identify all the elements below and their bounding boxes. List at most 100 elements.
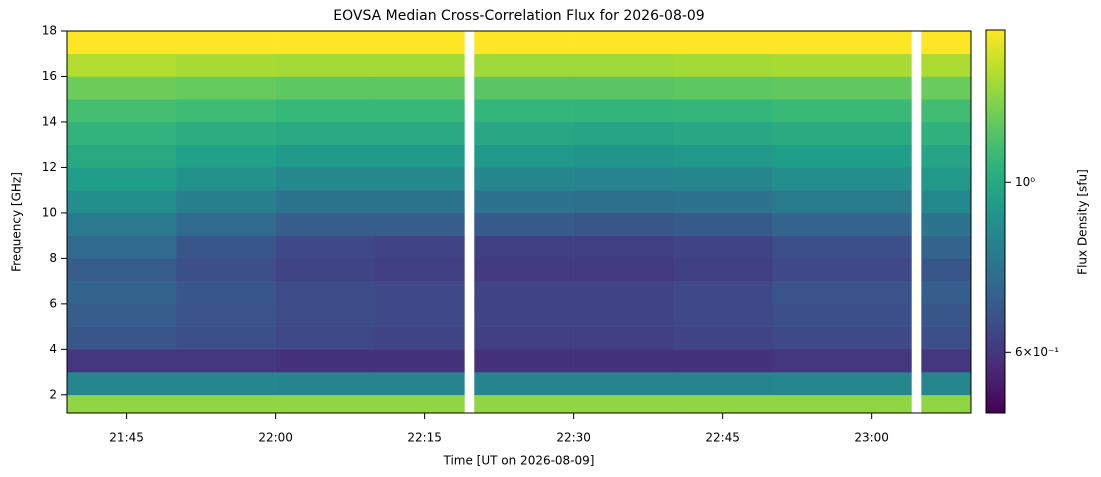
heatmap-cell	[474, 121, 574, 145]
heatmap-cell	[921, 235, 972, 259]
heatmap-cell	[672, 190, 773, 214]
heatmap-cell	[474, 258, 574, 282]
heatmap-cell	[772, 53, 912, 77]
heatmap-cell	[772, 99, 912, 123]
heatmap-cell	[573, 258, 674, 282]
heatmap-cell	[921, 258, 972, 282]
heatmap-cell	[573, 372, 674, 396]
heatmap-cell	[374, 303, 465, 327]
heatmap-cell	[67, 349, 177, 373]
heatmap-cell	[67, 190, 177, 214]
heatmap-cell	[921, 99, 972, 123]
heatmap-cell	[67, 326, 177, 350]
heatmap-cell	[374, 31, 465, 55]
heatmap-cell	[176, 281, 276, 305]
heatmap-cell	[176, 212, 276, 236]
heatmap-cell	[672, 372, 773, 396]
heatmap-cell	[573, 303, 674, 327]
heatmap-cell	[67, 212, 177, 236]
heatmap-cell	[772, 281, 912, 305]
heatmap-cell	[374, 235, 465, 259]
heatmap-cell	[672, 303, 773, 327]
heatmap-cell	[67, 258, 177, 282]
y-tick-label: 16	[42, 69, 57, 83]
heatmap-cell	[921, 349, 972, 373]
heatmap-cell	[672, 281, 773, 305]
heatmap-cell	[474, 167, 574, 191]
heatmap-cell	[772, 235, 912, 259]
heatmap-cell	[672, 53, 773, 77]
heatmap-cell	[275, 31, 376, 55]
heatmap-cell	[67, 281, 177, 305]
heatmap-cell	[474, 394, 574, 414]
heatmap-cell	[921, 190, 972, 214]
heatmap-cell	[67, 53, 177, 77]
heatmap-cell	[772, 394, 912, 414]
heatmap-cell	[374, 372, 465, 396]
heatmap-cell	[474, 76, 574, 100]
heatmap-cell	[374, 121, 465, 145]
heatmap-cell	[374, 99, 465, 123]
heatmap-cell	[573, 53, 674, 77]
heatmap-cell	[474, 212, 574, 236]
heatmap-cell	[772, 167, 912, 191]
heatmap-cell	[474, 53, 574, 77]
heatmap-cell	[176, 303, 276, 327]
heatmap-cell	[772, 258, 912, 282]
heatmap-cell	[176, 167, 276, 191]
heatmap-cell	[474, 190, 574, 214]
heatmap-cell	[275, 258, 376, 282]
heatmap-cell	[275, 349, 376, 373]
heatmap-cell	[374, 349, 465, 373]
heatmap-cell	[474, 144, 574, 168]
heatmap-cell	[67, 76, 177, 100]
heatmap-cell	[921, 144, 972, 168]
heatmap-cell	[275, 235, 376, 259]
heatmap-cell	[573, 121, 674, 145]
heatmap-cell	[672, 121, 773, 145]
y-axis-label: Frequency [GHz]	[10, 172, 24, 272]
heatmap-cell	[275, 372, 376, 396]
heatmap-cell	[573, 394, 674, 414]
heatmap-cell	[672, 99, 773, 123]
heatmap-cell	[374, 281, 465, 305]
heatmap-cell	[176, 372, 276, 396]
heatmap-cell	[772, 372, 912, 396]
heatmap-cell	[176, 349, 276, 373]
heatmap-cell	[772, 190, 912, 214]
heatmap	[67, 31, 972, 414]
heatmap-cell	[374, 167, 465, 191]
heatmap-cell	[772, 349, 912, 373]
heatmap-cell	[772, 31, 912, 55]
y-tick-label: 4	[49, 342, 57, 356]
heatmap-cell	[672, 258, 773, 282]
heatmap-cell	[474, 349, 574, 373]
heatmap-cell	[772, 121, 912, 145]
x-tick-label: 22:30	[556, 431, 591, 445]
heatmap-cell	[374, 394, 465, 414]
heatmap-cell	[374, 212, 465, 236]
heatmap-cell	[921, 76, 972, 100]
heatmap-cell	[672, 349, 773, 373]
heatmap-cell	[772, 303, 912, 327]
heatmap-cell	[672, 235, 773, 259]
heatmap-cell	[374, 76, 465, 100]
heatmap-cell	[921, 281, 972, 305]
heatmap-cell	[275, 99, 376, 123]
heatmap-cell	[772, 326, 912, 350]
y-tick-label: 12	[42, 160, 57, 174]
y-tick-label: 2	[49, 387, 57, 401]
heatmap-cell	[176, 31, 276, 55]
heatmap-cell	[275, 53, 376, 77]
heatmap-cell	[672, 76, 773, 100]
y-tick-label: 14	[42, 114, 57, 128]
heatmap-cell	[67, 394, 177, 414]
heatmap-cell	[374, 326, 465, 350]
heatmap-cell	[672, 167, 773, 191]
heatmap-cell	[921, 394, 972, 414]
heatmap-cell	[67, 235, 177, 259]
heatmap-cell	[573, 326, 674, 350]
heatmap-cell	[275, 190, 376, 214]
heatmap-cell	[573, 99, 674, 123]
